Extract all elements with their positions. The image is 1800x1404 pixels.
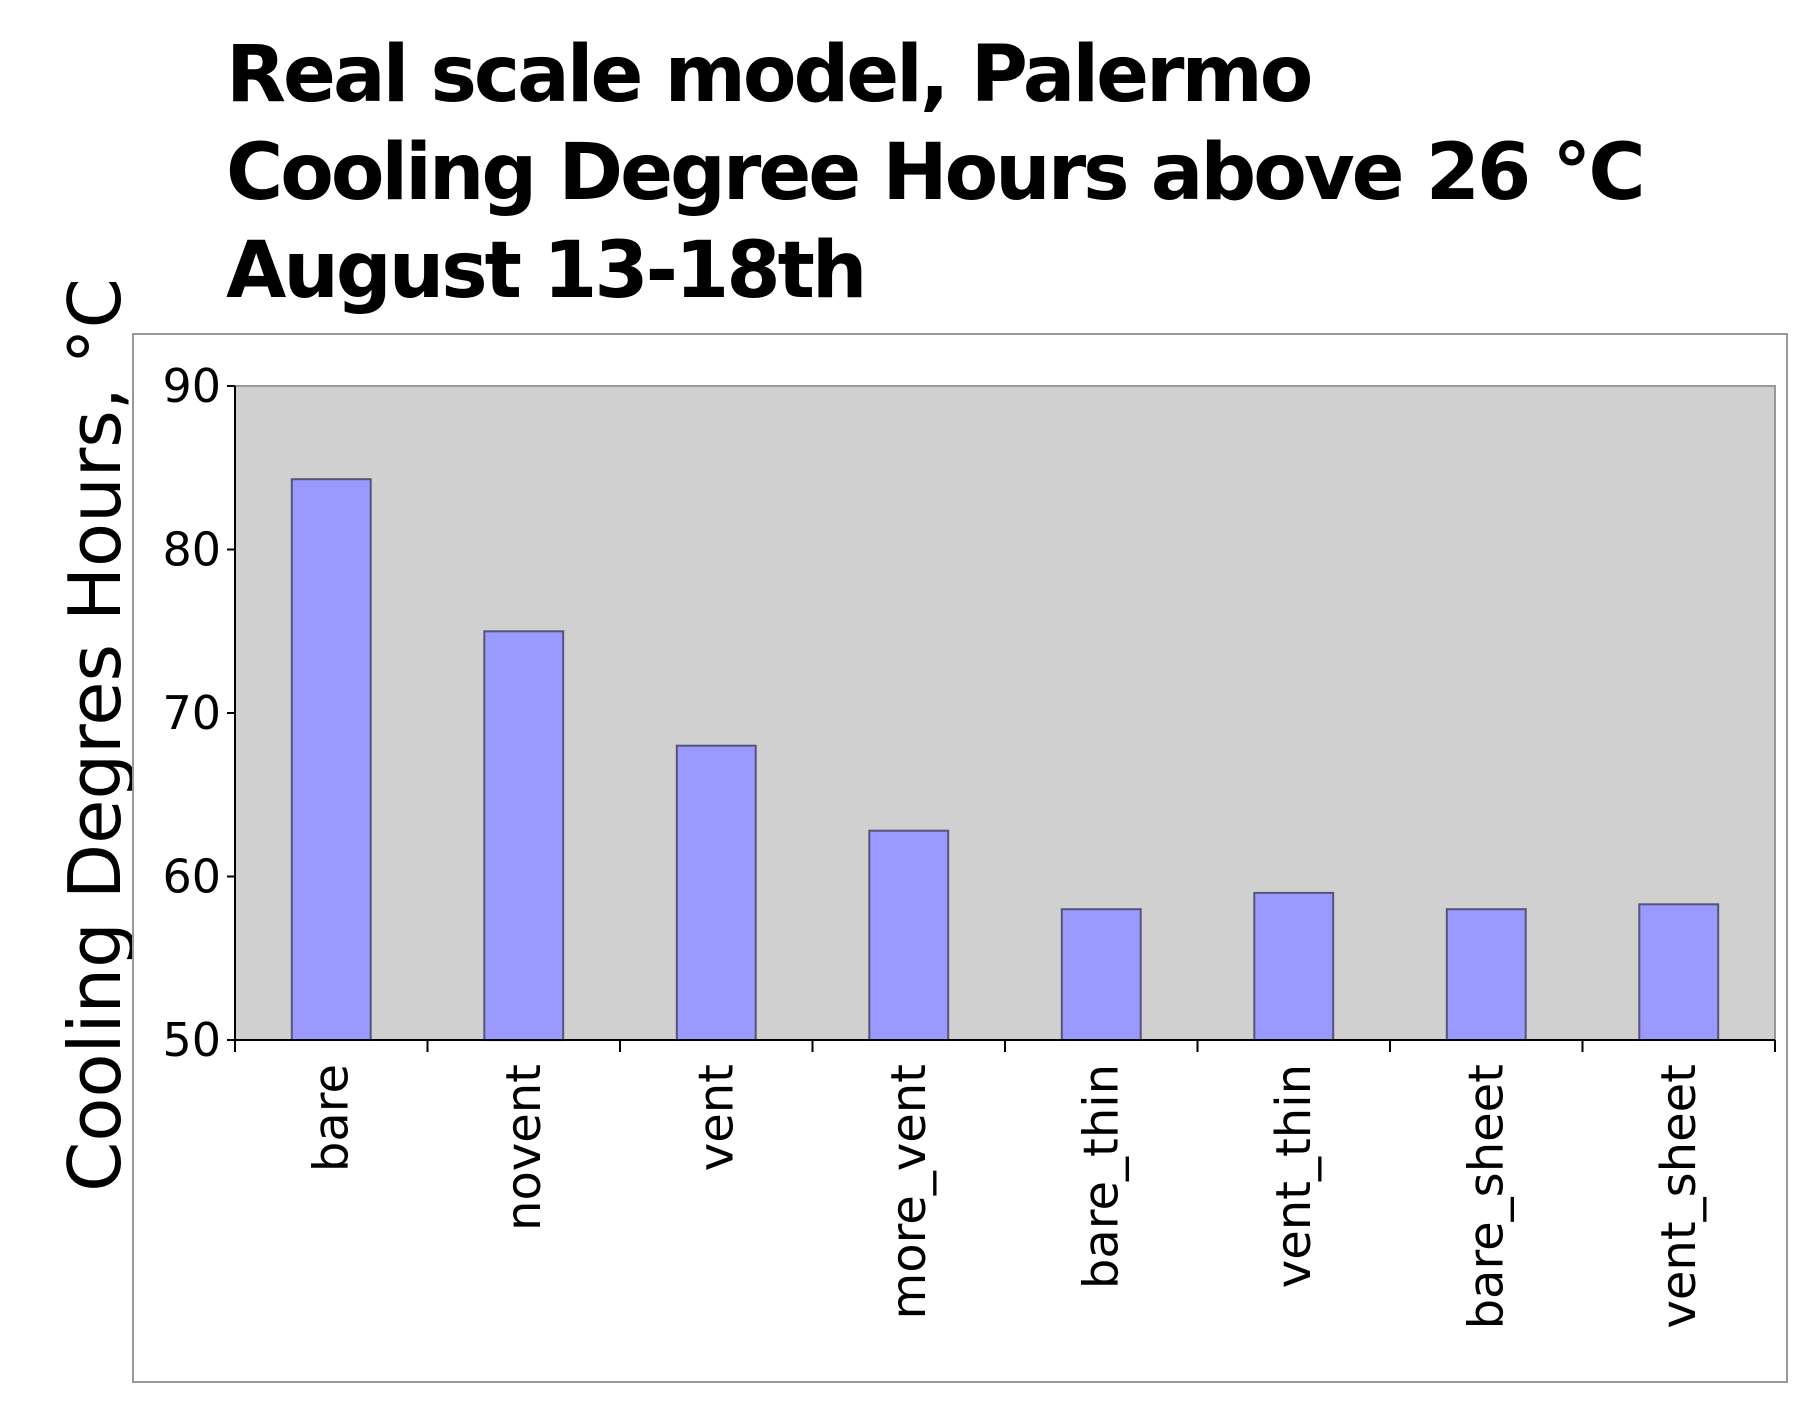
plot-area xyxy=(234,385,1776,1041)
bars-layer xyxy=(290,478,1720,1042)
bar-bare_thin xyxy=(1060,908,1142,1042)
x-tick-label-bare_thin: bare_thin xyxy=(1073,1064,1129,1289)
x-tick-label-bare_sheet: bare_sheet xyxy=(1458,1064,1514,1329)
bar-bare xyxy=(290,478,372,1041)
bar-novent xyxy=(483,630,565,1042)
chart-title-line-1: Real scale model, Palermo xyxy=(226,30,1313,120)
x-tick-label-novent: novent xyxy=(496,1064,552,1231)
x-tick-label-vent_thin: vent_thin xyxy=(1266,1064,1322,1288)
chart-title-line-3: August 13-18th xyxy=(226,226,867,316)
bar-vent_sheet xyxy=(1638,903,1720,1041)
x-tick-label-more_vent: more_vent xyxy=(881,1064,937,1320)
x-tick-label-vent: vent xyxy=(688,1064,744,1171)
y-tick-label-60: 60 xyxy=(162,850,221,904)
y-tick-label-80: 80 xyxy=(162,523,221,577)
bar-vent xyxy=(675,744,757,1041)
chart-title: Real scale model, Palermo Cooling Degree… xyxy=(226,26,1646,320)
bar-vent_thin xyxy=(1253,891,1335,1042)
x-tick-label-vent_sheet: vent_sheet xyxy=(1651,1064,1707,1329)
bar-more_vent xyxy=(868,829,950,1042)
y-tick-label-90: 90 xyxy=(162,359,221,413)
x-tick-label-bare: bare xyxy=(303,1064,359,1172)
y-tick-label-50: 50 xyxy=(162,1013,221,1067)
axes-layer: 50 60 70 80 90 bare novent vent more_vent bare_th… xyxy=(162,359,1776,1329)
bar-bare_sheet xyxy=(1445,908,1527,1042)
chart-title-line-2: Cooling Degree Hours above 26 °C xyxy=(226,128,1646,218)
y-tick-label-70: 70 xyxy=(162,686,221,740)
